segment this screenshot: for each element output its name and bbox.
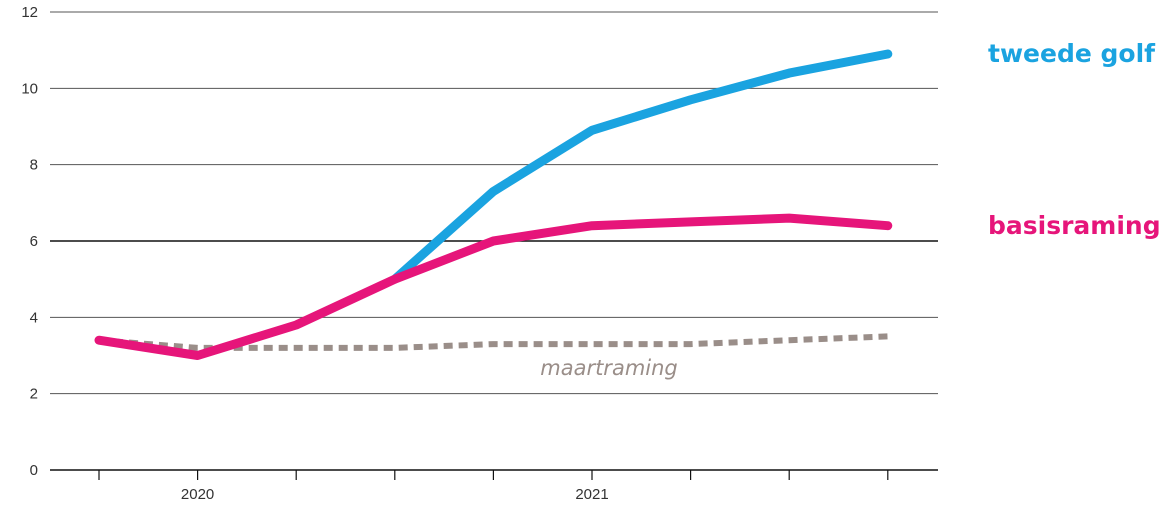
gridlines (50, 11, 938, 471)
x-tick-label-2021: 2021 (575, 486, 608, 503)
series-lines (94, 49, 893, 360)
series-label-basisraming: basisraming (988, 211, 1161, 240)
y-tick-label-8: 8 (30, 157, 38, 174)
x-tick-label-2020: 2020 (181, 486, 214, 503)
y-axis-tick-labels: 0 2 4 6 8 10 12 (21, 4, 38, 479)
series-label-maartraming: maartraming (540, 356, 678, 380)
y-tick-label-4: 4 (30, 309, 38, 326)
y-tick-label-2: 2 (30, 386, 38, 403)
series-line-tweede-golf (390, 49, 893, 284)
series-line-basisraming (94, 213, 893, 360)
y-tick-label-10: 10 (21, 80, 38, 97)
y-tick-label-0: 0 (30, 462, 38, 479)
series-labels: maartraming tweede golf basisraming (540, 39, 1160, 380)
y-tick-label-12: 12 (21, 4, 38, 21)
y-tick-label-6: 6 (30, 233, 38, 250)
series-label-tweede-golf: tweede golf (988, 39, 1156, 68)
x-axis: 2020 2021 (98, 470, 889, 503)
series-line-maartraming (98, 333, 888, 351)
